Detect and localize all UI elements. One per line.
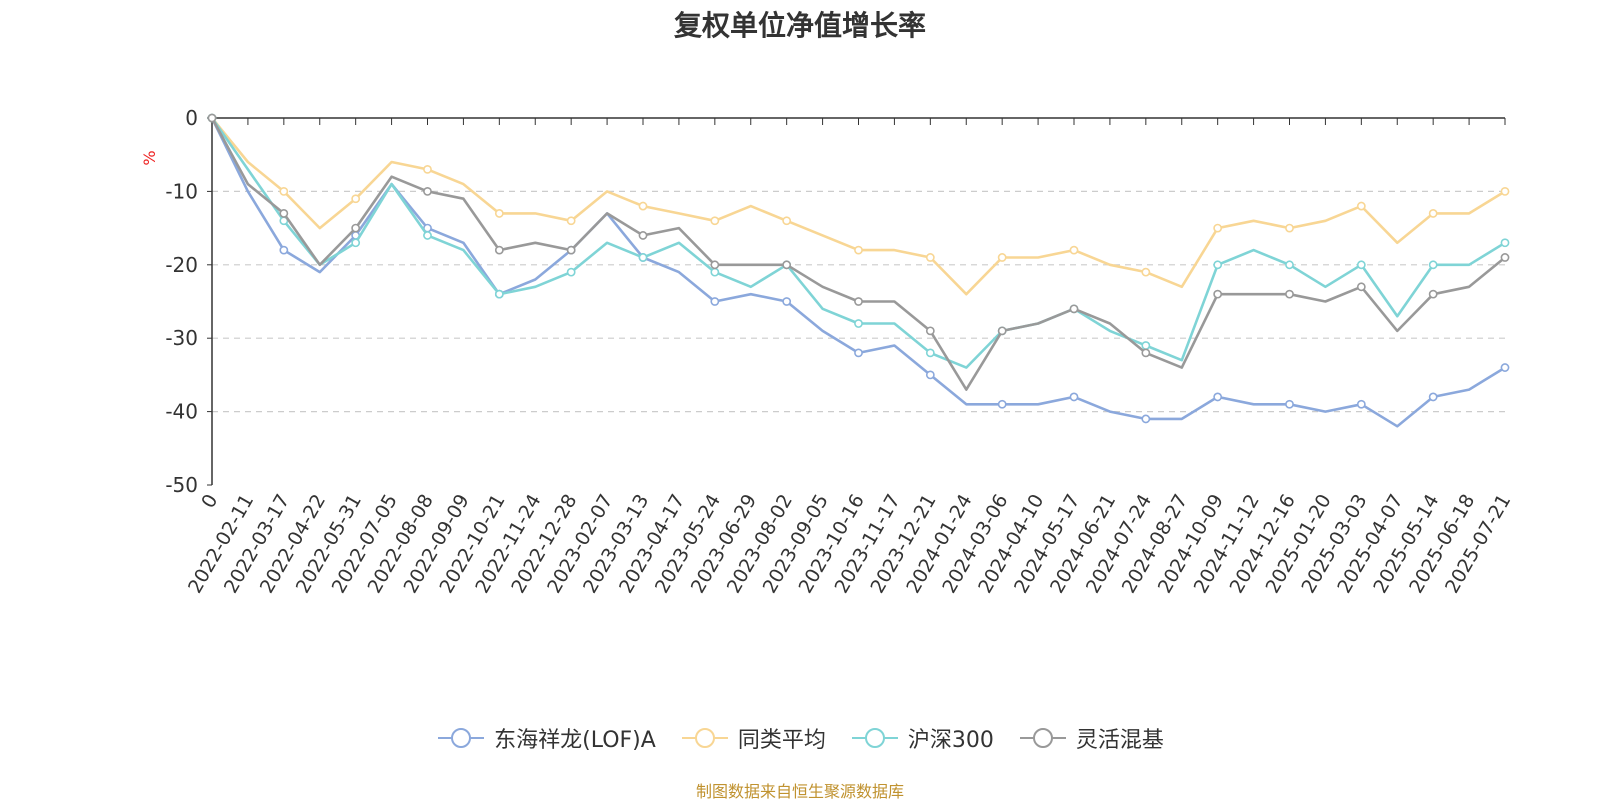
series-point — [279, 209, 289, 218]
series-point — [997, 399, 1007, 409]
y-tick-label: -30 — [165, 326, 198, 350]
chart-title: 复权单位净值增长率 — [673, 9, 926, 42]
series-point — [207, 113, 217, 123]
series-point — [1213, 392, 1223, 402]
series-point — [925, 326, 935, 336]
series-point — [854, 245, 863, 255]
series-point — [494, 209, 504, 218]
series-point — [854, 297, 863, 306]
x-tick-label: 0 — [197, 491, 222, 512]
series-point — [1428, 260, 1438, 270]
series-point — [351, 194, 361, 204]
series-point — [925, 348, 935, 358]
series-point — [1356, 201, 1366, 211]
series-point — [1500, 186, 1510, 196]
series-point — [1069, 304, 1079, 314]
series-point — [1213, 289, 1223, 299]
legend-label: 沪深300 — [907, 728, 994, 753]
series-point — [1428, 289, 1438, 299]
series-point — [1213, 260, 1223, 270]
series-point — [710, 216, 720, 226]
line-chart: 0-10-20-30-40-50%02022-02-112022-03-1720… — [140, 106, 1515, 597]
chart-legend: 东海祥龙(LOF)A 同类平均 沪深300 灵活混基 — [0, 722, 1600, 754]
legend-label: 灵活混基 — [1075, 728, 1164, 753]
legend-marker-icon — [851, 728, 898, 748]
series-point — [1428, 209, 1438, 218]
series-point — [423, 164, 432, 174]
legend-item[interactable]: 同类平均 — [680, 722, 826, 754]
legend-label: 同类平均 — [737, 728, 826, 753]
legend-marker-icon — [1019, 728, 1066, 748]
series-point — [1500, 363, 1510, 372]
series-point — [1069, 245, 1079, 255]
series-point — [1285, 260, 1294, 270]
series-point — [1141, 267, 1151, 277]
series-point — [279, 186, 289, 196]
series-point — [1428, 392, 1438, 402]
series-point — [1141, 414, 1151, 424]
series-point — [494, 245, 504, 255]
series-point — [1213, 223, 1223, 233]
series-point — [1141, 348, 1151, 358]
series-point — [638, 201, 648, 211]
legend-marker-icon — [681, 728, 728, 748]
data-source-note: 制图数据来自恒生聚源数据库 — [695, 782, 904, 801]
series-point — [925, 253, 935, 262]
series-point — [566, 216, 576, 226]
series-point — [782, 297, 792, 306]
series-point — [1285, 223, 1294, 233]
y-tick-label: -10 — [165, 179, 198, 203]
series-point — [638, 231, 648, 240]
series-point — [1356, 282, 1366, 292]
series-point — [782, 260, 792, 270]
series-point — [1285, 289, 1294, 299]
series-point — [1069, 392, 1079, 402]
series-point — [566, 267, 576, 277]
series-point — [710, 260, 720, 270]
series-point — [925, 370, 935, 380]
y-tick-label: -20 — [165, 253, 198, 277]
series-point — [279, 245, 289, 255]
y-tick-label: -50 — [165, 473, 198, 497]
series-point — [1356, 399, 1366, 409]
series-point — [710, 297, 720, 306]
series-point — [423, 231, 432, 240]
series-point — [566, 245, 576, 255]
series-point — [854, 319, 863, 328]
series-point — [638, 253, 648, 262]
series-point — [1500, 253, 1510, 262]
series-point — [997, 253, 1007, 262]
series-point — [710, 267, 720, 277]
series-point — [494, 289, 504, 299]
series-line-2 — [210, 117, 1506, 369]
legend-label: 东海祥龙(LOF)A — [494, 728, 656, 753]
legend-marker-icon — [438, 728, 485, 748]
legend-item[interactable]: 沪深300 — [850, 722, 994, 754]
series-point — [351, 238, 361, 248]
series-point — [351, 223, 361, 233]
series-point — [423, 186, 432, 196]
series-point — [1141, 341, 1151, 350]
y-axis-label: % — [140, 150, 159, 165]
y-tick-label: -40 — [165, 400, 198, 424]
series-point — [1285, 399, 1294, 409]
legend-item[interactable]: 灵活混基 — [1018, 722, 1164, 754]
series-point — [854, 348, 863, 358]
series-point — [782, 216, 792, 226]
y-tick-label: 0 — [185, 106, 198, 130]
legend-item[interactable]: 东海祥龙(LOF)A — [436, 722, 656, 754]
series-point — [1356, 260, 1366, 270]
series-point — [1500, 238, 1510, 248]
series-point — [997, 326, 1007, 336]
